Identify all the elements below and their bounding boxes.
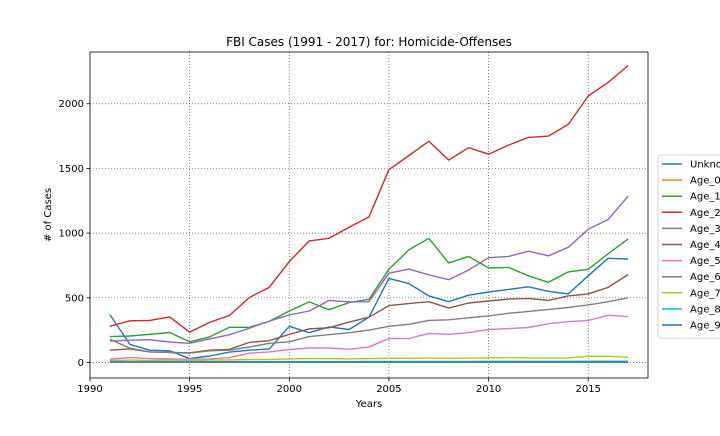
legend-label: Age_9 [690,321,720,332]
y-tick-label: 0 [78,358,84,369]
legend-label: Age_3 [690,224,720,235]
plot-frame [90,52,648,378]
legend-label: Age_7 [690,288,720,299]
legend-label: Age_1 [690,192,720,203]
series-lines [110,66,628,363]
legend-label: Age_5 [690,256,720,267]
x-tick-label: 2015 [575,384,600,395]
x-axis-label: Years [355,399,382,410]
chart-title: FBI Cases (1991 - 2017) for: Homicide-Of… [226,35,512,49]
x-tick-label: 2010 [476,384,501,395]
y-tick-label: 1000 [59,229,84,240]
series-line-age-6 [110,298,628,353]
legend-label: Age_0 [690,176,720,187]
legend: Unkno Age_0 Age_1 Age_2 Age_3 Age_4 Age_5 Age_6… [658,155,720,338]
x-tick-label: 2005 [376,384,401,395]
series-line-age-1 [110,238,628,341]
y-tick-label: 2000 [59,99,84,110]
legend-label: Age_4 [690,240,720,251]
y-axis-label: # of Cases [43,188,54,242]
y-tick-label: 500 [65,293,84,304]
y-tick-label: 1500 [59,164,84,175]
grid [90,52,648,378]
x-tick-label: 1995 [177,384,202,395]
legend-label: Unkno [690,160,720,171]
legend-label: Age_8 [690,304,720,315]
series-line-age-3 [110,196,628,343]
legend-label: Age_6 [690,272,720,283]
x-tick-label: 2000 [277,384,302,395]
legend-label: Age_2 [690,208,720,219]
x-tick-label: 1990 [77,384,102,395]
